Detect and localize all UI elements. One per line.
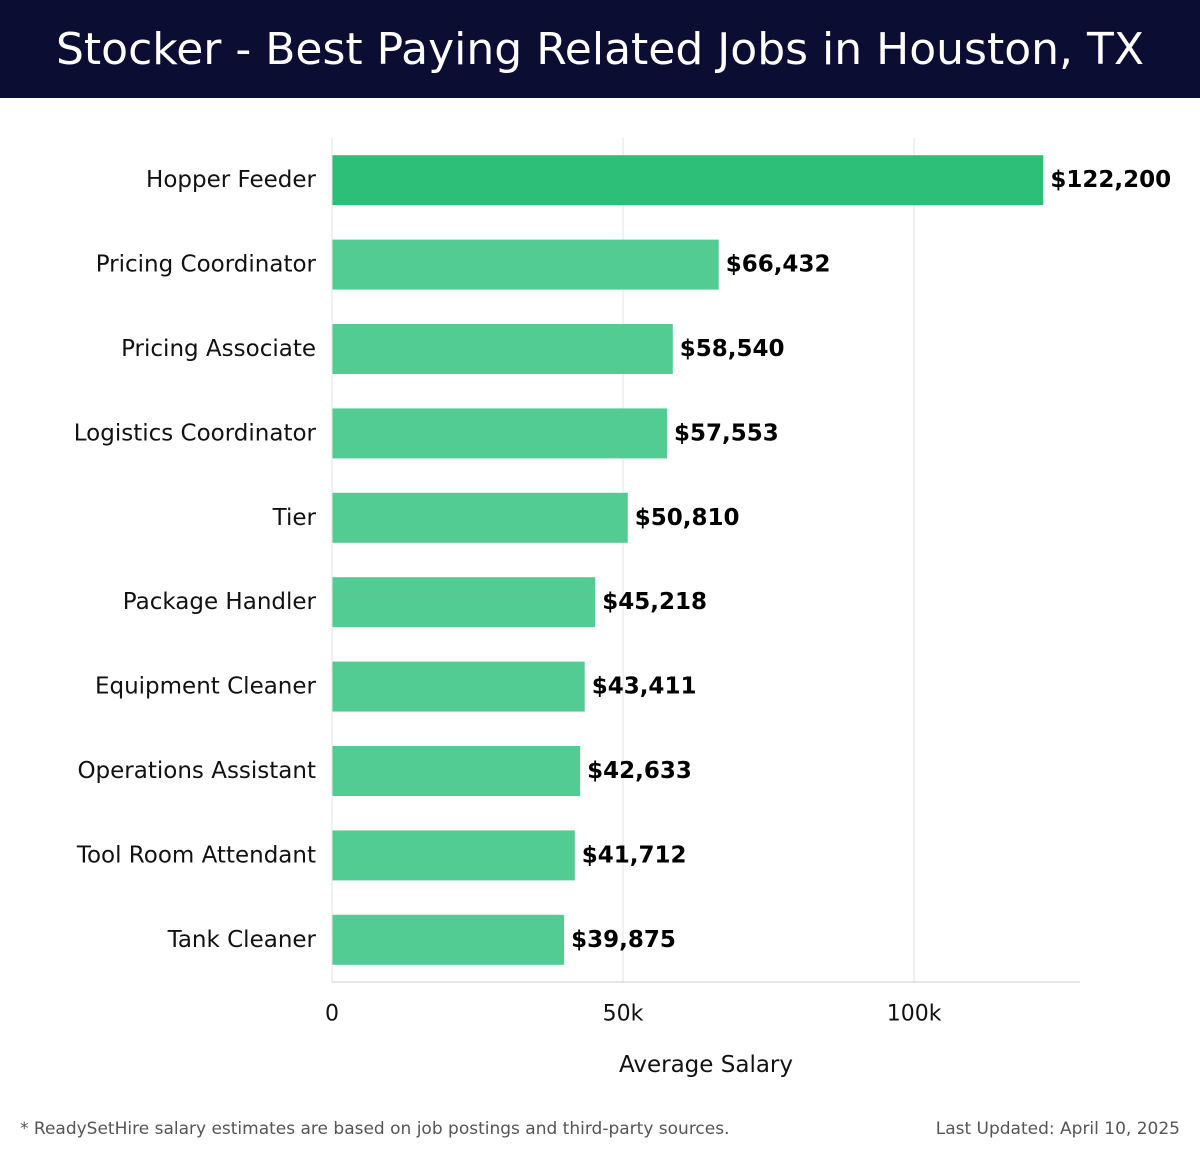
- value-label: $58,540: [680, 336, 785, 362]
- last-updated: Last Updated: April 10, 2025: [935, 1119, 1180, 1139]
- bar: [332, 324, 673, 374]
- bar: [332, 155, 1044, 206]
- bar: [332, 492, 628, 543]
- category-label: Tank Cleaner: [167, 927, 317, 953]
- value-label: $43,411: [592, 674, 697, 700]
- category-label: Tool Room Attendant: [76, 842, 316, 868]
- chart-title: Stocker - Best Paying Related Jobs in Ho…: [55, 23, 1144, 75]
- x-tick-label: 50k: [603, 1002, 644, 1027]
- x-tick-label: 0: [325, 1002, 339, 1027]
- bar: [332, 914, 565, 965]
- value-label: $50,810: [635, 505, 740, 531]
- value-label: $41,712: [582, 842, 687, 868]
- x-axis-title: Average Salary: [619, 1052, 793, 1078]
- category-label: Equipment Cleaner: [95, 674, 317, 700]
- category-label: Operations Assistant: [77, 758, 316, 784]
- value-label: $45,218: [602, 589, 707, 615]
- category-label: Pricing Associate: [121, 336, 316, 362]
- bar: [332, 830, 575, 881]
- x-tick-label: 100k: [887, 1002, 942, 1027]
- bar: [332, 408, 668, 459]
- value-label: $122,200: [1050, 167, 1171, 193]
- category-label: Hopper Feeder: [146, 167, 317, 193]
- value-label: $42,633: [587, 758, 692, 784]
- x-axis: 0 50k 100k Average Salary: [325, 138, 1080, 1078]
- footnote: * ReadySetHire salary estimates are base…: [20, 1119, 730, 1139]
- category-label: Package Handler: [123, 589, 317, 615]
- category-label: Pricing Coordinator: [96, 252, 317, 278]
- value-label: $39,875: [571, 927, 676, 953]
- bar: [332, 577, 596, 628]
- value-labels: $122,200 $66,432 $58,540 $57,553 $50,810 $45,…: [571, 167, 1171, 953]
- category-labels: Hopper Feeder Pricing Coordinator Pricing …: [74, 167, 317, 953]
- chart-header: Stocker - Best Paying Related Jobs in Ho…: [0, 0, 1200, 98]
- bar: [332, 661, 585, 712]
- bar: [332, 746, 581, 796]
- value-label: $66,432: [726, 252, 831, 278]
- bars: [332, 155, 1044, 965]
- category-label: Logistics Coordinator: [74, 420, 317, 446]
- bar: [332, 239, 719, 290]
- category-label: Tier: [272, 505, 317, 531]
- value-label: $57,553: [674, 420, 779, 446]
